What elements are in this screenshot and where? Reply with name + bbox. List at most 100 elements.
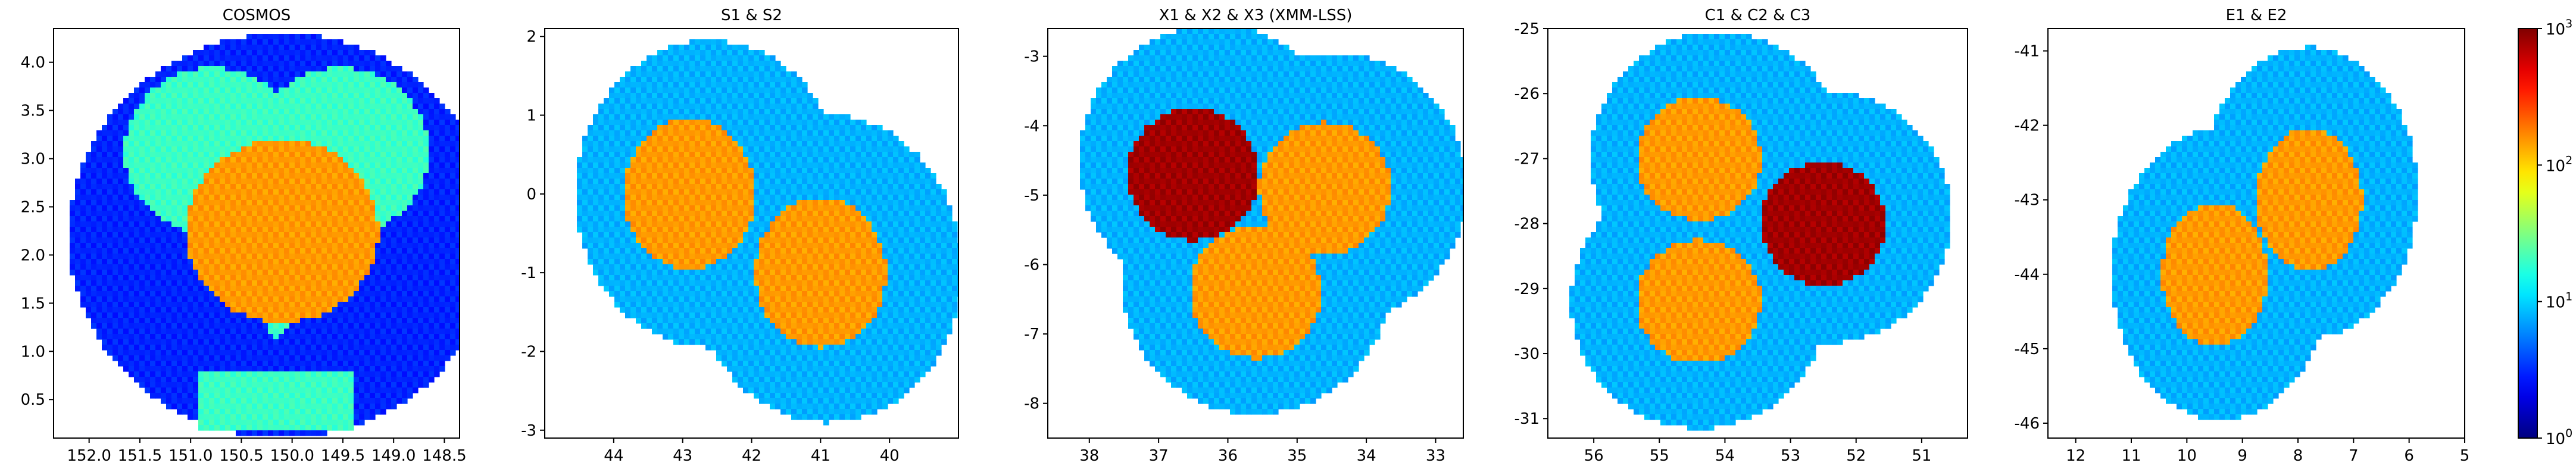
depth-cell [386, 125, 392, 131]
depth-cell [402, 237, 408, 243]
depth-cell [182, 141, 188, 147]
depth-cell [289, 120, 295, 126]
depth-cell [102, 179, 108, 185]
depth-cell [204, 393, 210, 399]
depth-cell [727, 50, 733, 56]
depth-cell [225, 393, 231, 399]
depth-cell [70, 270, 76, 276]
depth-cell [134, 87, 140, 93]
depth-cell [295, 323, 301, 329]
depth-cell [364, 61, 370, 67]
depth-cell [348, 173, 354, 179]
depth-cell [118, 125, 124, 131]
depth-cell [413, 87, 419, 93]
depth-cell [300, 382, 306, 388]
depth-cell [375, 93, 381, 99]
depth-cell [386, 93, 392, 99]
depth-cell [279, 270, 285, 276]
depth-cell [364, 404, 370, 410]
depth-cell [86, 173, 92, 179]
depth-cell [220, 414, 226, 420]
depth-cell [150, 109, 156, 115]
depth-cell [134, 200, 140, 206]
depth-cell [668, 98, 674, 104]
depth-cell [657, 55, 663, 61]
depth-cell [204, 296, 210, 302]
depth-cell [423, 371, 429, 377]
depth-cell [396, 243, 402, 249]
depth-cell [252, 184, 258, 190]
depth-cell [123, 232, 129, 238]
depth-cell [166, 237, 172, 243]
depth-cell [354, 291, 360, 297]
depth-cell [246, 398, 252, 404]
depth-cell [161, 296, 167, 302]
depth-cell [150, 162, 156, 168]
depth-cell [289, 152, 295, 158]
depth-cell [257, 248, 263, 254]
depth-cell [257, 104, 263, 110]
depth-cell [343, 205, 349, 211]
depth-cell [284, 221, 290, 227]
depth-cell [429, 184, 435, 190]
depth-cell [268, 130, 274, 136]
depth-cell [257, 109, 263, 115]
depth-cell [370, 184, 376, 190]
depth-cell [284, 120, 290, 126]
depth-cell [364, 377, 370, 383]
depth-cell [204, 189, 210, 195]
depth-cell [80, 179, 86, 185]
depth-cell [327, 179, 333, 185]
depth-cell [418, 146, 424, 152]
depth-cell [139, 120, 145, 126]
depth-cell [305, 371, 311, 377]
depth-cell [246, 430, 252, 436]
depth-cell [614, 104, 620, 110]
depth-cell [375, 195, 381, 201]
depth-cell [225, 307, 231, 313]
depth-cell [257, 61, 263, 67]
depth-cell [423, 302, 429, 308]
depth-cell [188, 114, 193, 120]
depth-cell [236, 350, 242, 356]
depth-cell [402, 259, 408, 265]
depth-cell [396, 312, 402, 318]
depth-cell [193, 55, 199, 61]
depth-cell [647, 93, 652, 99]
depth-cell [209, 339, 215, 345]
depth-cell [182, 173, 188, 179]
depth-cell [359, 136, 365, 142]
depth-cell [295, 93, 301, 99]
depth-cell [214, 195, 220, 201]
depth-cell [386, 323, 392, 329]
depth-cell [182, 345, 188, 351]
depth-cell [230, 366, 236, 372]
depth-cell [257, 280, 263, 286]
depth-cell [445, 307, 451, 313]
depth-cell [641, 98, 647, 104]
depth-cell [370, 404, 376, 410]
depth-cell [145, 243, 151, 249]
depth-cell [391, 227, 397, 233]
depth-cell [268, 398, 274, 404]
depth-cell [396, 318, 402, 324]
depth-cell [300, 323, 306, 329]
depth-cell [343, 104, 349, 110]
depth-cell [188, 66, 193, 72]
depth-cell [311, 425, 317, 431]
depth-cell [327, 329, 333, 335]
depth-cell [91, 264, 97, 270]
depth-cell [359, 77, 365, 83]
depth-cell [273, 275, 279, 281]
depth-cell [802, 104, 808, 110]
depth-cell [311, 387, 317, 393]
depth-cell [396, 98, 402, 104]
depth-cell [273, 141, 279, 147]
depth-cell [407, 243, 413, 249]
depth-cell [445, 162, 451, 168]
depth-cell [145, 87, 151, 93]
depth-cell [193, 280, 199, 286]
depth-cell [289, 109, 295, 115]
depth-cell [257, 254, 263, 260]
depth-cell [198, 120, 204, 126]
